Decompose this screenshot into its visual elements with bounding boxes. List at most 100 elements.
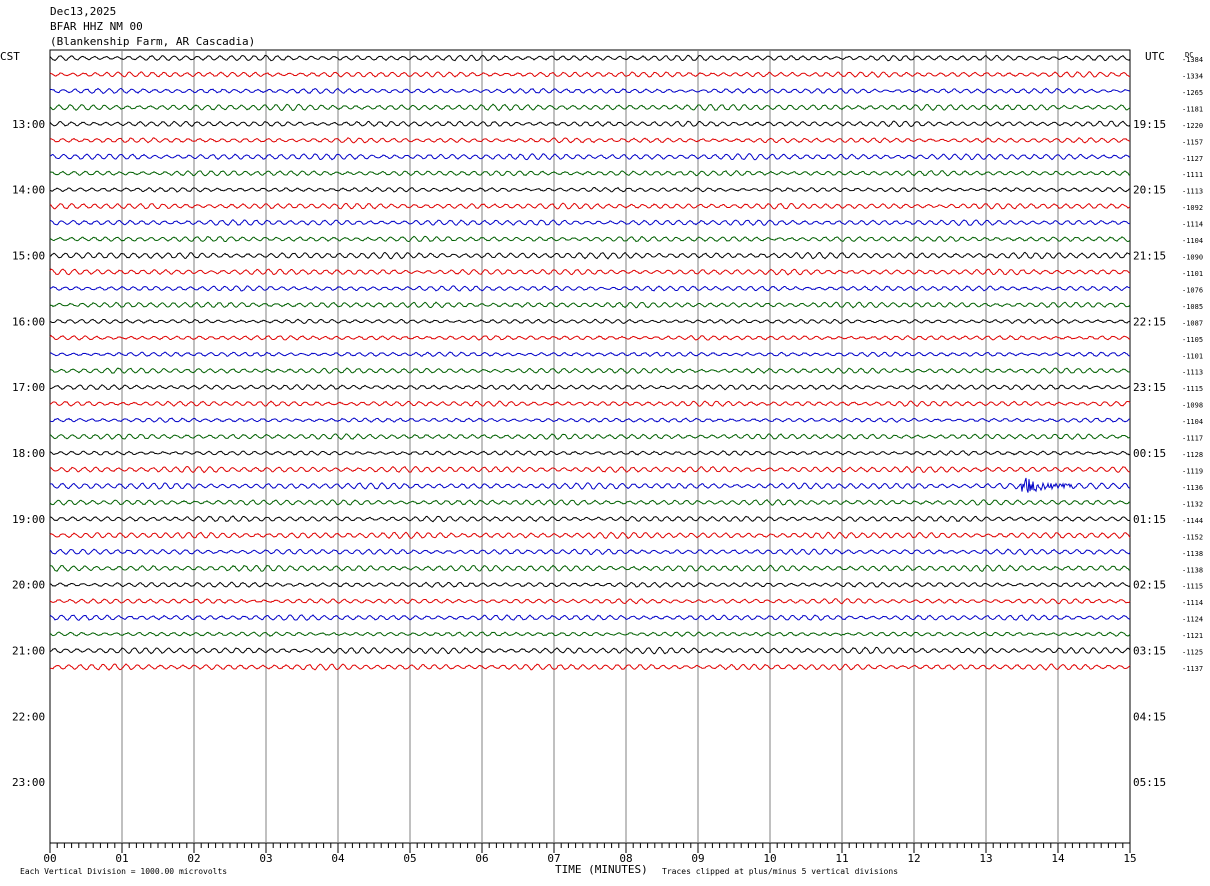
seismic-trace bbox=[49, 548, 1131, 556]
grid-layer bbox=[49, 49, 1131, 853]
dc-offset-label: -1101 bbox=[1182, 352, 1203, 360]
left-hour-label: 15:00 bbox=[12, 250, 45, 263]
right-hour-label: 19:15 bbox=[1133, 118, 1166, 131]
dc-offset-label: -1137 bbox=[1182, 665, 1203, 673]
seismic-trace bbox=[49, 202, 1131, 210]
seismic-trace bbox=[49, 334, 1131, 341]
right-hour-label: 04:15 bbox=[1133, 710, 1166, 723]
right-hour-label: 23:15 bbox=[1133, 381, 1166, 394]
x-tick-label: 04 bbox=[331, 852, 345, 865]
x-tick-label: 02 bbox=[187, 852, 200, 865]
seismic-trace bbox=[49, 663, 1131, 671]
seismic-trace bbox=[49, 71, 1131, 78]
x-tick-label: 12 bbox=[907, 852, 920, 865]
dc-offset-label: -1087 bbox=[1182, 319, 1203, 327]
right-hour-label: 02:15 bbox=[1133, 579, 1166, 592]
dc-offset-label: -1138 bbox=[1182, 550, 1203, 558]
dc-offset-label: -1127 bbox=[1182, 155, 1203, 163]
dc-offset-label: -1076 bbox=[1182, 286, 1203, 294]
seismic-trace bbox=[49, 515, 1131, 523]
x-tick-label: 07 bbox=[547, 852, 560, 865]
labels-layer: 00 01 02 03 04 05 06 07 08 09 10 11 12 13 14 15 CST UTC DC… bbox=[0, 50, 1203, 865]
seismic-trace bbox=[49, 614, 1131, 621]
seismic-trace bbox=[49, 285, 1131, 292]
plot-frame bbox=[49, 49, 1131, 844]
left-hour-label: 20:00 bbox=[12, 579, 45, 592]
seismic-trace bbox=[49, 137, 1131, 144]
dc-offset-label: -1098 bbox=[1182, 402, 1203, 410]
dc-offset-label: -1128 bbox=[1182, 451, 1203, 459]
seismic-trace bbox=[49, 251, 1131, 260]
dc-offset-label: -1115 bbox=[1182, 583, 1203, 591]
dc-offset-label: -1136 bbox=[1182, 484, 1203, 492]
seismic-trace bbox=[49, 351, 1131, 358]
x-tick-label: 01 bbox=[115, 852, 128, 865]
seismic-trace bbox=[49, 465, 1131, 474]
right-hour-label: 00:15 bbox=[1133, 447, 1166, 460]
seismic-trace bbox=[49, 153, 1131, 161]
station-label: BFAR HHZ NM 00 bbox=[50, 20, 143, 33]
left-hour-label: 19:00 bbox=[12, 513, 45, 526]
date-label: Dec13,2025 bbox=[50, 5, 117, 18]
seismic-trace bbox=[49, 235, 1131, 243]
dc-offset-label: -1181 bbox=[1182, 105, 1203, 113]
seismic-trace bbox=[49, 384, 1131, 391]
seismic-trace bbox=[49, 433, 1131, 441]
xaxis-title: TIME (MINUTES) bbox=[555, 863, 648, 876]
x-tick-label: 11 bbox=[835, 852, 848, 865]
x-tick-label: 06 bbox=[475, 852, 488, 865]
right-hour-label: 05:15 bbox=[1133, 776, 1166, 789]
left-timezone-label: CST bbox=[0, 50, 20, 63]
left-hour-label: 21:00 bbox=[12, 645, 45, 658]
seismic-trace bbox=[49, 417, 1131, 423]
seismic-trace bbox=[49, 170, 1131, 177]
clip-note: Traces clipped at plus/minus 5 vertical … bbox=[662, 867, 899, 876]
x-tick-label: 03 bbox=[259, 852, 272, 865]
seismic-trace bbox=[49, 301, 1131, 309]
left-hour-label: 16:00 bbox=[12, 315, 45, 328]
left-hour-label: 23:00 bbox=[12, 776, 45, 789]
dc-offset-label: -1124 bbox=[1182, 616, 1203, 624]
right-timezone-label: UTC bbox=[1145, 50, 1165, 63]
dc-offset-label: -1111 bbox=[1182, 171, 1203, 179]
x-tick-label: 14 bbox=[1051, 852, 1065, 865]
dc-offset-label: -1090 bbox=[1182, 254, 1203, 262]
x-tick-label: 00 bbox=[43, 852, 56, 865]
seismic-trace bbox=[49, 219, 1131, 226]
seismic-trace bbox=[49, 318, 1131, 325]
dc-header-label: DC bbox=[1185, 51, 1193, 59]
seismic-trace bbox=[49, 268, 1131, 276]
x-tick-label: 10 bbox=[763, 852, 776, 865]
left-hour-label: 13:00 bbox=[12, 118, 45, 131]
traces-layer bbox=[49, 54, 1131, 671]
dc-offset-label: -1144 bbox=[1182, 517, 1203, 525]
dc-offset-label: -1104 bbox=[1182, 418, 1203, 426]
seismic-trace bbox=[49, 631, 1131, 637]
x-tick-label: 09 bbox=[691, 852, 704, 865]
dc-offset-label: -1113 bbox=[1182, 369, 1203, 377]
x-tick-label: 05 bbox=[403, 852, 416, 865]
x-tick-label: 08 bbox=[619, 852, 632, 865]
right-hour-label: 21:15 bbox=[1133, 250, 1166, 263]
dc-offset-label: -1138 bbox=[1182, 566, 1203, 574]
dc-offset-label: -1092 bbox=[1182, 204, 1203, 212]
seismic-trace bbox=[49, 120, 1131, 128]
left-hour-label: 18:00 bbox=[12, 447, 45, 460]
dc-offset-label: -1105 bbox=[1182, 336, 1203, 344]
dc-offset-label: -1085 bbox=[1182, 303, 1203, 311]
left-hour-label: 17:00 bbox=[12, 381, 45, 394]
dc-offset-label: -1121 bbox=[1182, 632, 1203, 640]
seismic-trace bbox=[49, 186, 1131, 193]
dc-offset-label: -1104 bbox=[1182, 237, 1203, 245]
scale-note: Each Vertical Division = 1000.00 microvo… bbox=[20, 867, 228, 876]
plot-header: Dec13,2025 BFAR HHZ NM 00 (Blankenship F… bbox=[50, 4, 255, 49]
dc-offset-label: -1152 bbox=[1182, 533, 1203, 541]
dc-offset-label: -1117 bbox=[1182, 435, 1203, 443]
seismic-trace bbox=[49, 477, 1131, 493]
x-tick-label: 15 bbox=[1123, 852, 1136, 865]
dc-offset-label: -1119 bbox=[1182, 468, 1203, 476]
dc-offset-label: -1384 bbox=[1182, 56, 1203, 64]
dc-offset-label: -1115 bbox=[1182, 385, 1203, 393]
dc-offset-label: -1334 bbox=[1182, 72, 1203, 80]
